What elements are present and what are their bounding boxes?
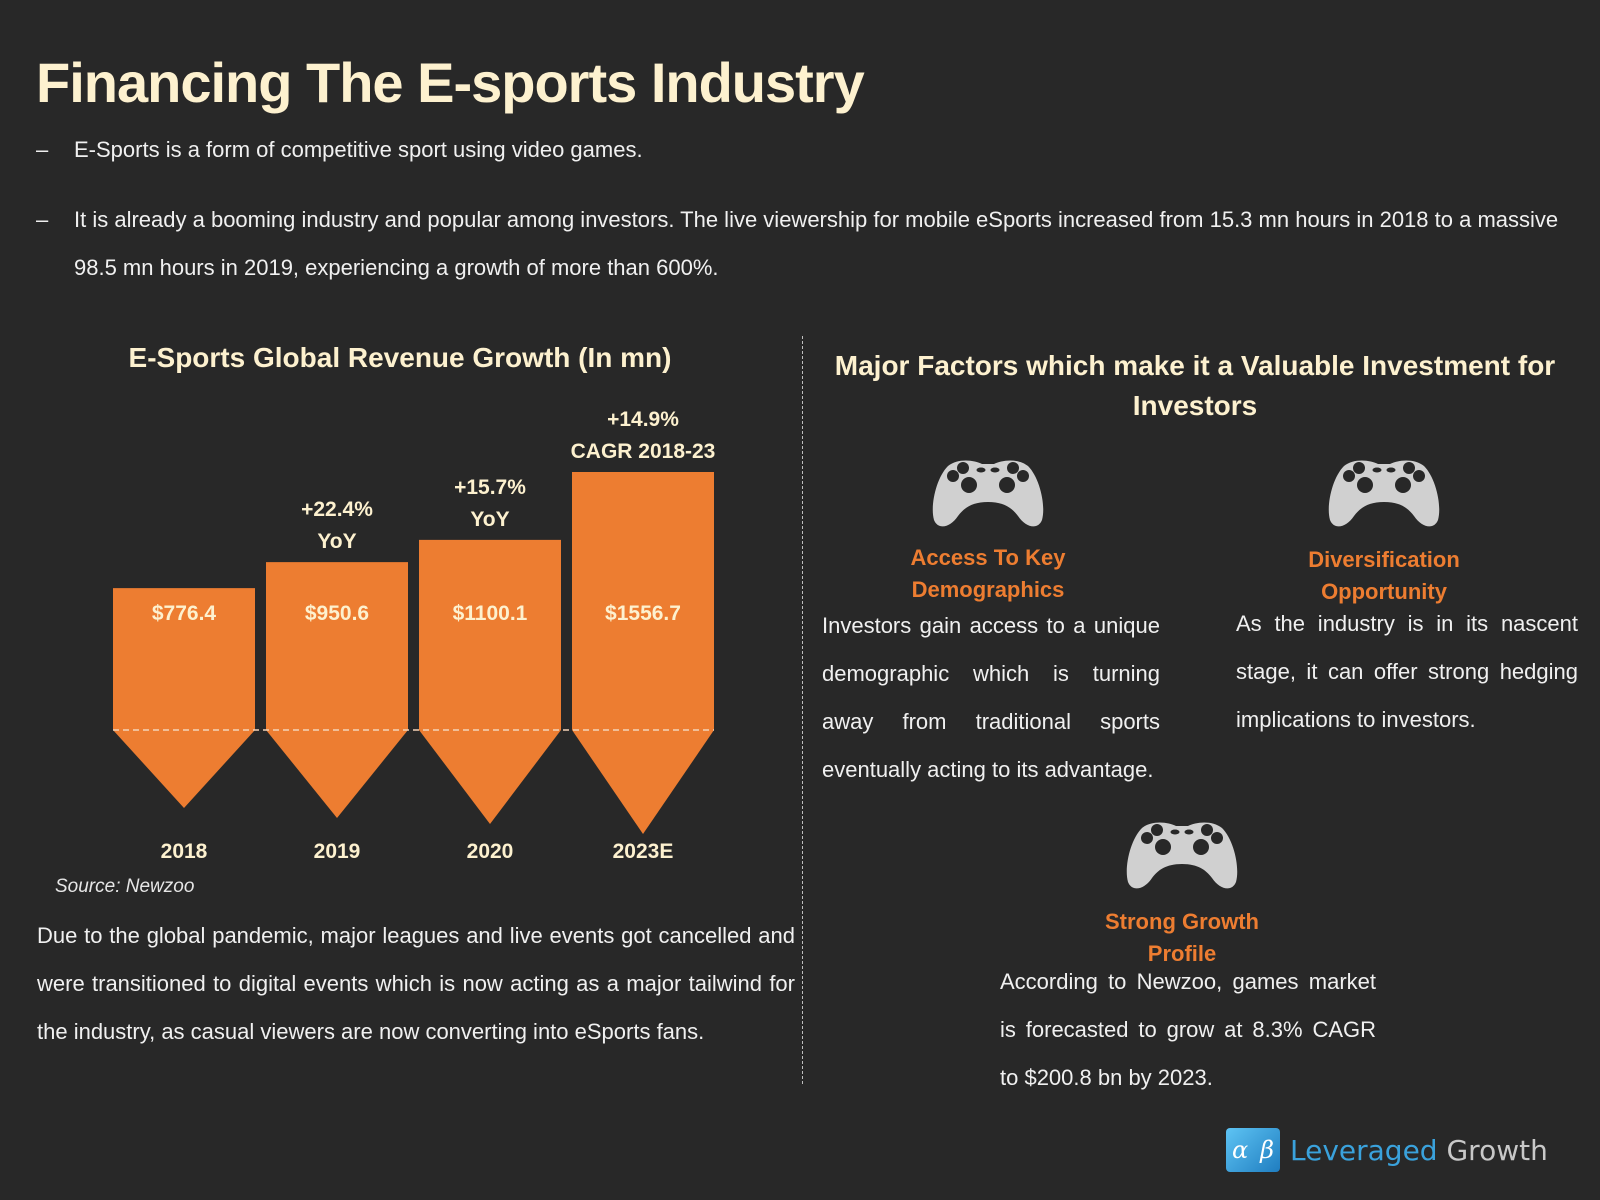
- value-label: $1100.1: [453, 602, 528, 625]
- factor-heading-line: Profile: [1147, 941, 1217, 966]
- factor-heading-line: Access To Key: [910, 545, 1066, 570]
- value-label: $776.4: [152, 602, 217, 625]
- logo-word-growth: Growth: [1437, 1133, 1548, 1167]
- annotation-growth: +14.9%: [607, 408, 679, 431]
- bullet-dash: –: [36, 137, 49, 162]
- bullet-dash: –: [36, 207, 49, 232]
- chart-title: E-Sports Global Revenue Growth (In mn): [128, 342, 672, 373]
- revenue-chart: $776.4 2018 $950.6 2019 +22.4% YoY $1100.1 2020…: [113, 408, 716, 863]
- category-label: 2023E: [613, 840, 674, 863]
- logo-word-leveraged: Leveraged: [1290, 1133, 1438, 1167]
- gamepad-icon: [1326, 454, 1442, 535]
- factor-heading-line: Diversification: [1308, 547, 1460, 572]
- logo-beta: β: [1260, 1136, 1275, 1164]
- factor-body: According to Newzoo, games market is for…: [1000, 969, 1376, 1090]
- annotation-label: YoY: [317, 530, 356, 553]
- page-title: Financing The E-sports Industry: [36, 51, 865, 114]
- bar-2023E: [572, 472, 714, 834]
- category-label: 2019: [314, 840, 361, 863]
- annotation-label: CAGR 2018-23: [571, 440, 716, 463]
- logo-text: Leveraged Growth: [1290, 1134, 1548, 1167]
- annotation-growth: +22.4%: [301, 498, 373, 521]
- bar-2018: [113, 588, 255, 808]
- gamepad-icon: [930, 454, 1046, 535]
- annotation-growth: +15.7%: [454, 476, 526, 499]
- gamepad-icon: [1124, 816, 1240, 897]
- category-label: 2018: [161, 840, 208, 863]
- column-divider: [802, 336, 803, 1084]
- brand-logo: α β Leveraged Growth: [1226, 1128, 1548, 1172]
- category-label: 2020: [467, 840, 514, 863]
- factor-body: Investors gain access to a unique demogr…: [822, 613, 1160, 782]
- factors-title: Major Factors which make it a Valuable I…: [834, 350, 1556, 421]
- bullet-text: E-Sports is a form of competitive sport …: [74, 137, 643, 162]
- logo-alpha: α: [1231, 1136, 1249, 1164]
- factor-heading: Diversification Opportunity: [1266, 544, 1502, 608]
- source-note: Source: Newzoo: [55, 876, 195, 897]
- factor-heading: Strong Growth Profile: [1064, 906, 1300, 970]
- bar-2019: [266, 562, 408, 818]
- annotation-label: YoY: [470, 508, 509, 531]
- pandemic-paragraph: Due to the global pandemic, major league…: [37, 923, 795, 1044]
- logo-cube-icon: α β: [1226, 1128, 1280, 1172]
- factor-heading-line: Strong Growth: [1105, 909, 1259, 934]
- factor-heading-line: Opportunity: [1321, 579, 1447, 604]
- factor-heading-line: Demographics: [911, 577, 1065, 602]
- bullet-text: It is already a booming industry and pop…: [74, 207, 1559, 280]
- factor-body: As the industry is in its nascent stage,…: [1236, 611, 1578, 732]
- value-label: $950.6: [305, 602, 369, 625]
- value-label: $1556.7: [605, 602, 681, 625]
- factor-heading: Access To Key Demographics: [870, 542, 1106, 606]
- bar-2020: [419, 539, 561, 824]
